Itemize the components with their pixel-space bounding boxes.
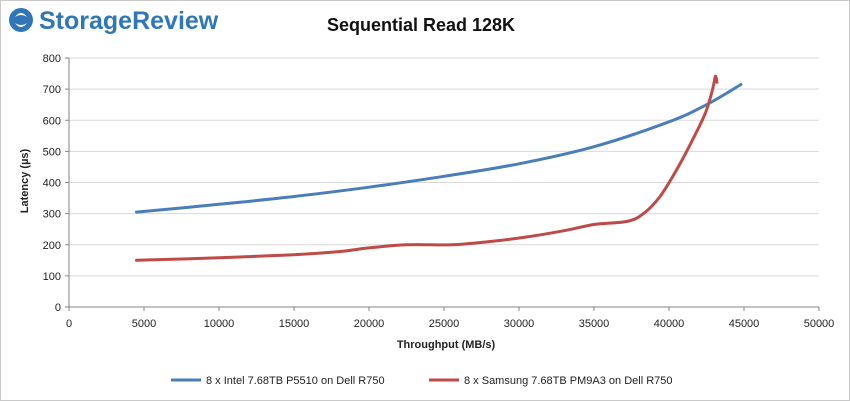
legend: 8 x Intel 7.68TB P5510 on Dell R750 8 x … [171, 375, 673, 387]
x-tick-label: 50000 [804, 318, 835, 330]
series-line-intel [135, 83, 743, 214]
x-tick-label: 0 [66, 318, 72, 330]
x-tick-label: 5000 [132, 318, 156, 330]
x-tick-label: 10000 [204, 318, 235, 330]
x-tick-label: 40000 [654, 318, 685, 330]
x-tick-label: 20000 [354, 318, 385, 330]
x-tick-label: 15000 [279, 318, 310, 330]
y-tick-label: 100 [43, 271, 61, 283]
grid-lines [69, 57, 819, 277]
x-tick-label: 45000 [729, 318, 760, 330]
x-axis-ticks: 0 5000 10000 15000 20000 25000 30000 35000 40000… [66, 307, 834, 330]
y-tick-label: 800 [43, 53, 61, 65]
brand-name: StorageReview [39, 7, 219, 35]
y-tick-label: 300 [43, 209, 61, 221]
y-tick-label: 600 [43, 115, 61, 127]
series-layer [135, 74, 743, 262]
chart-title: Sequential Read 128K [327, 15, 515, 35]
y-tick-label: 0 [55, 302, 61, 314]
y-tick-label: 200 [43, 240, 61, 252]
y-tick-label: 700 [43, 84, 61, 96]
legend-label-samsung: 8 x Samsung 7.68TB PM9A3 on Dell R750 [464, 375, 673, 387]
x-tick-label: 25000 [429, 318, 460, 330]
y-axis-title: Latency (µs) [19, 148, 31, 213]
storagereview-logo-icon [9, 8, 33, 32]
y-tick-label: 400 [43, 178, 61, 190]
x-axis-title: Throughput (MB/s) [397, 339, 496, 351]
x-tick-label: 30000 [504, 318, 535, 330]
series-line-samsung [135, 74, 719, 262]
y-axis-ticks: 0 100 200 300 400 500 600 700 800 [43, 53, 69, 314]
legend-label-intel: 8 x Intel 7.68TB P5510 on Dell R750 [206, 375, 385, 387]
storagereview-logo: StorageReview [9, 7, 219, 35]
y-tick-label: 500 [43, 146, 61, 158]
x-tick-label: 35000 [579, 318, 610, 330]
